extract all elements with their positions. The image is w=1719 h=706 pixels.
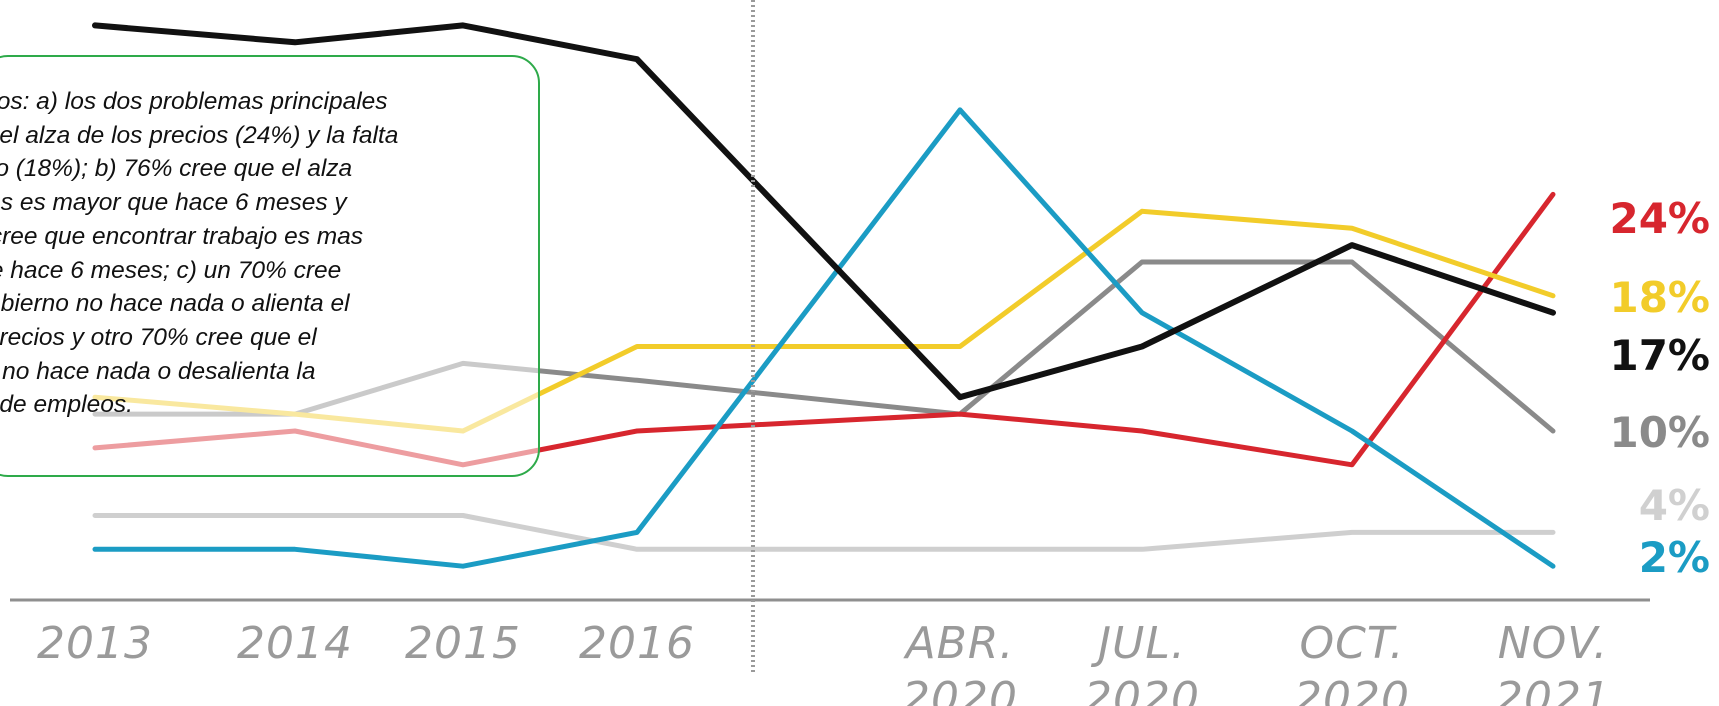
series-line (92, 22, 1556, 401)
callout-line: un 69% cree que encontrar trabajo es mas (0, 222, 364, 250)
callout-line: que el gobierno no hace nada o alienta e… (0, 290, 350, 318)
x-tick-label: JUL. (1090, 618, 1186, 669)
x-tick-label: 2020 (1294, 673, 1410, 706)
x-tick-label: 2020 (902, 673, 1018, 706)
end-value-label: 17% (1609, 331, 1710, 380)
end-value-label: 10% (1609, 408, 1710, 457)
x-tick-label: ABR. (903, 618, 1015, 669)
callout-line: creación de empleos. (0, 391, 133, 419)
callout-line: de trabajo (18%); b) 76% cree que el alz… (0, 155, 353, 183)
callout-text: Resultados: a) los dos problemas princip… (0, 85, 520, 422)
x-tick-label: OCT. (1300, 618, 1405, 669)
x-tick-label: 2016 (579, 618, 695, 669)
x-tick-label: 2015 (405, 618, 521, 669)
end-value-label: 4% (1639, 481, 1710, 530)
callout-line: del país: el alza de los precios (24%) y… (0, 121, 399, 149)
callout-line: alza de precios y otro 70% cree que el (0, 323, 317, 351)
x-tick-label: 2020 (1084, 673, 1200, 706)
callout-line: difícil que hace 6 meses; c) un 70% cree (0, 256, 342, 284)
callout-line: gobierno no hace nada o desalienta la (0, 357, 316, 385)
x-tick-label: 2021 (1495, 673, 1611, 706)
callout-line: Resultados: a) los dos problemas princip… (0, 88, 388, 115)
end-value-label: 2% (1639, 533, 1710, 582)
x-tick-label: 2014 (237, 618, 353, 669)
end-value-label: 18% (1609, 273, 1710, 322)
series-line (92, 513, 1556, 552)
results-callout: Resultados: a) los dos problemas princip… (0, 55, 540, 477)
end-value-labels: 24% 18% 17% 10% 4%2% (1609, 194, 1710, 582)
end-value-label: 24% (1609, 194, 1710, 243)
x-axis-labels: 2013 2014 2015 2016 ABR. 2020 JUL. 2020 OCT. 2020… (37, 618, 1611, 706)
callout-line: de precios es mayor que hace 6 meses y (0, 189, 347, 217)
series-line (92, 107, 1556, 569)
x-tick-label: NOV. (1498, 618, 1609, 669)
x-tick-label: 2013 (37, 618, 153, 669)
